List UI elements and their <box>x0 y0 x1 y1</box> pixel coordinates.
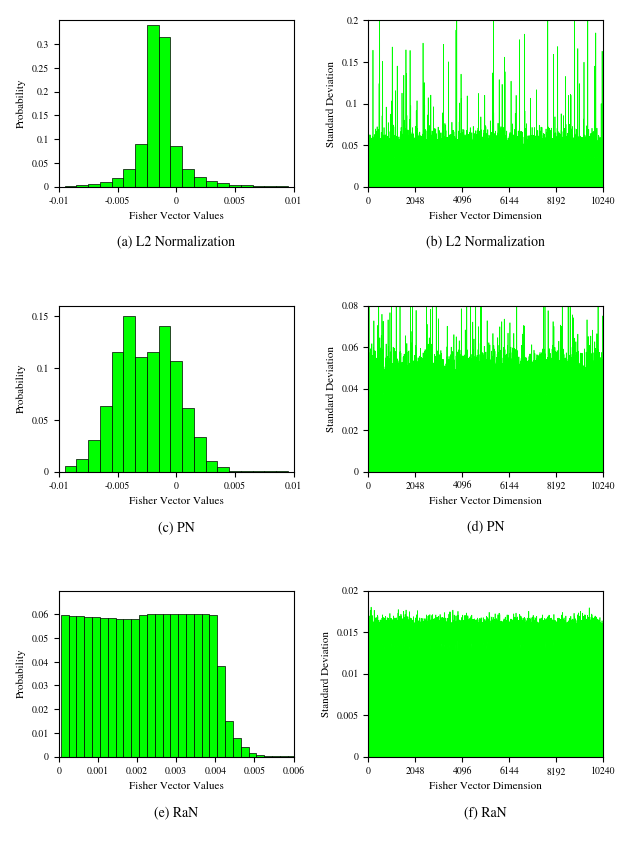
Bar <box>139 614 147 756</box>
Bar <box>159 37 171 187</box>
Bar <box>186 614 194 756</box>
Bar <box>171 360 182 472</box>
Y-axis label: Probability: Probability <box>16 78 27 128</box>
Bar <box>135 357 147 472</box>
Bar <box>107 619 116 756</box>
Bar <box>100 181 112 187</box>
Bar <box>205 461 217 472</box>
Bar <box>229 471 241 472</box>
Text: (e) RaN: (e) RaN <box>154 806 198 820</box>
Bar <box>241 185 253 187</box>
Bar <box>182 408 194 472</box>
Bar <box>171 614 178 756</box>
Bar <box>100 406 112 472</box>
Bar <box>209 615 217 756</box>
Bar <box>69 616 76 756</box>
Bar <box>64 467 76 472</box>
Bar <box>116 619 123 756</box>
Bar <box>194 177 205 187</box>
Bar <box>162 614 171 756</box>
Bar <box>241 747 248 756</box>
Bar <box>123 316 135 472</box>
Bar <box>194 614 202 756</box>
Y-axis label: Standard Deviation: Standard Deviation <box>321 630 331 717</box>
Y-axis label: Probability: Probability <box>16 364 27 414</box>
Text: (d) PN: (d) PN <box>467 522 504 535</box>
Bar <box>76 185 88 187</box>
Bar <box>61 615 69 756</box>
Y-axis label: Standard Deviation: Standard Deviation <box>326 61 336 147</box>
Bar <box>147 25 159 187</box>
Bar <box>76 616 84 756</box>
Bar <box>229 185 241 187</box>
Text: (f) RaN: (f) RaN <box>465 806 507 820</box>
Bar <box>194 437 205 472</box>
Bar <box>159 327 171 472</box>
Bar <box>205 181 217 187</box>
Bar <box>253 186 264 187</box>
Bar <box>123 619 131 756</box>
Bar <box>225 721 233 756</box>
Text: (b) L2 Normalization: (b) L2 Normalization <box>426 236 545 250</box>
X-axis label: Fisher Vector Values: Fisher Vector Values <box>129 212 224 221</box>
Bar <box>171 146 182 187</box>
Bar <box>257 755 264 756</box>
X-axis label: Fisher Vector Dimension: Fisher Vector Dimension <box>429 496 542 506</box>
Bar <box>76 459 88 472</box>
Bar <box>88 441 100 472</box>
Bar <box>233 738 241 756</box>
Bar <box>217 183 229 187</box>
Y-axis label: Probability: Probability <box>16 649 27 698</box>
Bar <box>147 614 155 756</box>
Text: (c) PN: (c) PN <box>158 522 195 535</box>
X-axis label: Fisher Vector Dimension: Fisher Vector Dimension <box>429 782 542 791</box>
Bar <box>131 619 139 756</box>
Bar <box>64 186 76 187</box>
X-axis label: Fisher Vector Dimension: Fisher Vector Dimension <box>429 212 542 221</box>
Bar <box>217 468 229 472</box>
Bar <box>92 617 100 756</box>
Bar <box>135 143 147 187</box>
Bar <box>88 184 100 187</box>
Bar <box>112 178 123 187</box>
Bar <box>84 617 92 756</box>
Bar <box>100 618 107 756</box>
Text: (a) L2 Normalization: (a) L2 Normalization <box>117 236 235 250</box>
Bar <box>123 169 135 187</box>
Y-axis label: Standard Deviation: Standard Deviation <box>326 345 336 431</box>
Bar <box>178 614 186 756</box>
X-axis label: Fisher Vector Values: Fisher Vector Values <box>129 782 224 791</box>
Bar <box>112 352 123 472</box>
Bar <box>182 170 194 187</box>
Bar <box>264 186 276 187</box>
Bar <box>248 753 257 756</box>
Bar <box>217 667 225 756</box>
Bar <box>155 614 162 756</box>
Bar <box>202 614 209 756</box>
X-axis label: Fisher Vector Values: Fisher Vector Values <box>129 496 224 506</box>
Bar <box>147 352 159 472</box>
